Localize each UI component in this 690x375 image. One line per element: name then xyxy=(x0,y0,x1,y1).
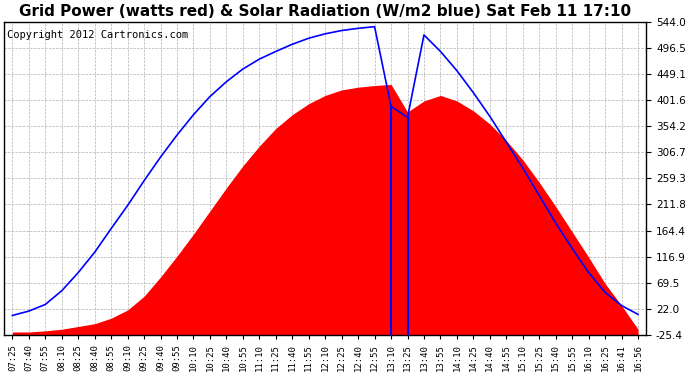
Title: Grid Power (watts red) & Solar Radiation (W/m2 blue) Sat Feb 11 17:10: Grid Power (watts red) & Solar Radiation… xyxy=(19,4,631,19)
Text: Copyright 2012 Cartronics.com: Copyright 2012 Cartronics.com xyxy=(8,30,188,39)
